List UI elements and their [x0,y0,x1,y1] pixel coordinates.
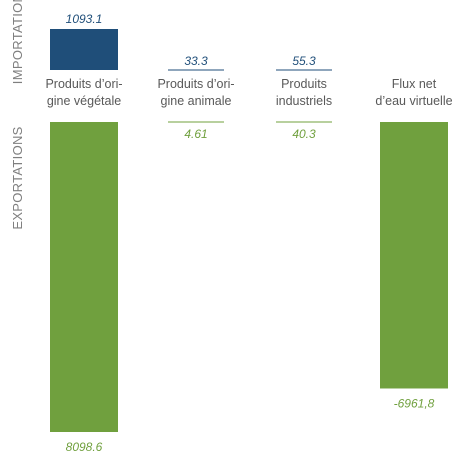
category-label-0-line-0: Produits d’ori- [45,77,122,91]
export-value-label-2: 40.3 [292,127,316,141]
category-label-3-line-0: Flux net [392,77,437,91]
export-value-label-0: 8098.6 [66,440,103,452]
export-bar-0 [50,122,118,432]
export-value-label-1: 4.61 [184,127,207,141]
import-bar-0 [50,29,118,70]
export-value-label-3: -6961,8 [394,396,435,410]
import-value-label-0: 1093.1 [66,12,103,26]
category-label-2-line-0: Produits [281,77,327,91]
chart-marks: Produits d’ori-gine végétale 1093.1 8098.6… [45,12,452,452]
import-value-label-2: 55.3 [292,54,316,68]
exports-side-label: EXPORTATIONS [10,126,25,229]
export-bar-3 [380,122,448,389]
imports-side-label: IMPORTATIONS [10,0,25,84]
category-label-2-line-1: industriels [276,94,332,108]
import-value-label-1: 33.3 [184,54,208,68]
category-label-1-line-1: gine animale [161,94,232,108]
category-label-0-line-1: gine végétale [47,94,121,108]
category-label-3-line-1: d’eau virtuelle [375,94,452,108]
category-label-1-line-0: Produits d’ori- [157,77,234,91]
